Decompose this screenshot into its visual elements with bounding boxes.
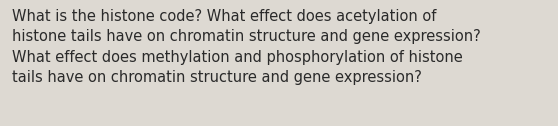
Text: What is the histone code? What effect does acetylation of
histone tails have on : What is the histone code? What effect do… — [12, 9, 481, 85]
